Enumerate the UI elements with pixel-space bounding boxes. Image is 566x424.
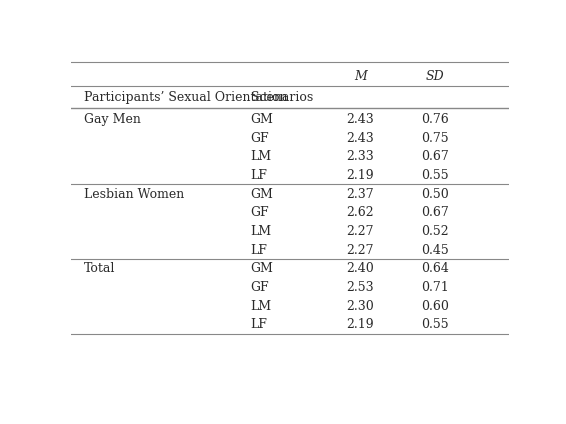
Text: 0.50: 0.50 [421, 188, 449, 201]
Text: 0.67: 0.67 [421, 150, 449, 163]
Text: 2.62: 2.62 [346, 206, 374, 219]
Text: LM: LM [251, 300, 272, 312]
Text: 0.55: 0.55 [421, 318, 449, 331]
Text: 0.71: 0.71 [421, 281, 449, 294]
Text: 2.19: 2.19 [346, 318, 374, 331]
Text: 2.30: 2.30 [346, 300, 374, 312]
Text: 2.43: 2.43 [346, 131, 374, 145]
Text: 2.37: 2.37 [346, 188, 374, 201]
Text: SD: SD [426, 70, 444, 84]
Text: 0.76: 0.76 [421, 113, 449, 126]
Text: 2.27: 2.27 [346, 225, 374, 238]
Text: 0.67: 0.67 [421, 206, 449, 219]
Text: Lesbian Women: Lesbian Women [84, 188, 184, 201]
Text: LF: LF [251, 243, 268, 257]
Text: 0.45: 0.45 [421, 243, 449, 257]
Text: LF: LF [251, 318, 268, 331]
Text: 0.64: 0.64 [421, 262, 449, 276]
Text: Gay Men: Gay Men [84, 113, 141, 126]
Text: 2.43: 2.43 [346, 113, 374, 126]
Text: GM: GM [251, 262, 273, 276]
Text: Scenarios: Scenarios [251, 91, 313, 104]
Text: GM: GM [251, 113, 273, 126]
Text: 0.52: 0.52 [421, 225, 449, 238]
Text: M: M [354, 70, 367, 84]
Text: GF: GF [251, 206, 269, 219]
Text: Participants’ Sexual Orientation: Participants’ Sexual Orientation [84, 91, 288, 104]
Text: 0.55: 0.55 [421, 169, 449, 182]
Text: 2.27: 2.27 [346, 243, 374, 257]
Text: Total: Total [84, 262, 115, 276]
Text: LF: LF [251, 169, 268, 182]
Text: GF: GF [251, 131, 269, 145]
Text: 2.19: 2.19 [346, 169, 374, 182]
Text: 0.75: 0.75 [421, 131, 449, 145]
Text: GF: GF [251, 281, 269, 294]
Text: LM: LM [251, 225, 272, 238]
Text: 2.53: 2.53 [346, 281, 374, 294]
Text: LM: LM [251, 150, 272, 163]
Text: 2.33: 2.33 [346, 150, 374, 163]
Text: 2.40: 2.40 [346, 262, 374, 276]
Text: GM: GM [251, 188, 273, 201]
Text: 0.60: 0.60 [421, 300, 449, 312]
